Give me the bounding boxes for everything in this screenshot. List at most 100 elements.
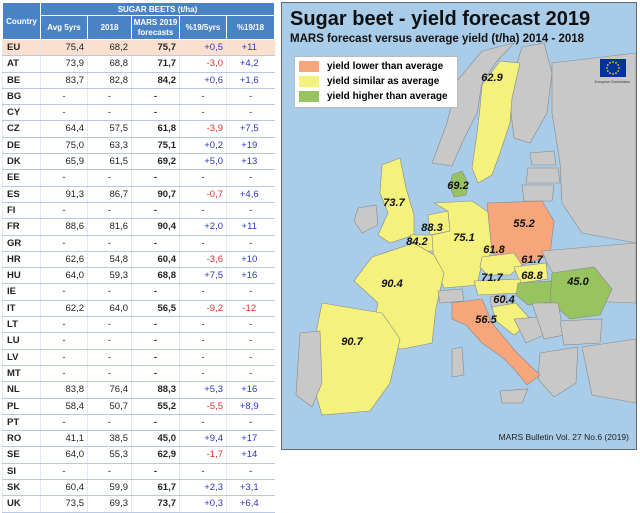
mars-2019-forecast-cell: -: [131, 332, 180, 350]
map-label-it: 56.5: [475, 314, 497, 326]
eu-star-icon: [606, 64, 609, 66]
country-code-cell: HU: [2, 267, 41, 285]
value-2018-cell: -: [87, 88, 132, 106]
country-shape-it: [451, 298, 541, 386]
avg-5yrs-cell: 41,1: [40, 430, 88, 448]
mars-2019-forecast-cell: 61,7: [131, 479, 180, 497]
avg-5yrs-cell: -: [40, 104, 88, 122]
eu-star-icon: [606, 67, 608, 69]
table-row-hr: HR 62,6 54,8 60,4 -3,6 +10: [2, 251, 275, 269]
table-row-fi: FI - - - - -: [2, 202, 275, 220]
value-2018-cell: 64,0: [87, 300, 132, 318]
country-shape-sk: [513, 262, 549, 284]
value-2018-cell: 55,3: [87, 446, 132, 464]
pct-vs-2018-cell: -: [225, 202, 275, 220]
country-shape-lit: [521, 184, 555, 202]
mars-2019-forecast-cell: -: [131, 169, 180, 187]
value-2018-cell: -: [87, 365, 132, 383]
table-row-ee: EE - - - - -: [2, 169, 275, 187]
table-row-si: SI - - - - -: [2, 463, 275, 481]
mars-2019-forecast-cell: 75,1: [131, 137, 180, 155]
pct-vs-5yrs-cell: -: [179, 463, 227, 481]
legend-higher: yield higher than average: [299, 90, 448, 103]
ec-logo-text: European Commission: [594, 80, 630, 84]
country-code-cell: EU: [2, 39, 41, 57]
legend-lower-swatch: [299, 60, 319, 72]
avg-5yrs-cell: 91,3: [40, 186, 88, 203]
country-shape-de: [431, 200, 493, 289]
country-shape-pt: [295, 330, 323, 408]
pct-vs-2018-cell: -: [225, 169, 275, 187]
pct-vs-5yrs-cell: +0,2: [179, 137, 227, 155]
pct-vs-2018-cell: +17: [225, 430, 275, 448]
table-row-hu: HU 64,0 59,3 68,8 +7,5 +16: [2, 267, 275, 285]
country-code-cell: LV: [2, 349, 41, 366]
avg-5yrs-cell: 73,9: [40, 55, 88, 73]
country-code-cell: DE: [2, 137, 41, 155]
legend-similar-label: yield similar as average: [327, 76, 440, 87]
eu-star-icon: [615, 72, 617, 75]
eu-star-icon: [609, 61, 611, 64]
legend-higher-swatch: [299, 90, 319, 102]
country-shape-se: [471, 60, 521, 184]
pct-vs-2018-cell: +4,6: [225, 186, 275, 203]
eu-star-icon: [606, 70, 609, 72]
pct-vs-2018-cell: +11: [225, 39, 275, 57]
mars-2019-forecast-cell: -: [131, 88, 180, 106]
pct-vs-2018-cell: +13: [225, 153, 275, 171]
mars-2019-forecast-cell: 71,7: [131, 55, 180, 73]
pct-vs-5yrs-cell: +9,4: [179, 430, 227, 448]
avg-5yrs-cell: 58,4: [40, 398, 88, 415]
avg-5yrs-cell: 73,5: [40, 495, 88, 513]
map-label-dk: 69.2: [447, 180, 468, 192]
country-code-cell: DK: [2, 153, 41, 171]
country-shape-uk: [377, 157, 415, 244]
value-labels: 62.9 69.2 73.7 88.3 84.2 75.1 55.2 61.8 61.7 71.7…: [341, 72, 589, 348]
avg-5yrs-cell: 64,0: [40, 446, 88, 464]
group-header: SUGAR BEETS (t/ha): [39, 2, 276, 16]
avg-5yrs-cell: 75,4: [40, 39, 88, 57]
map-label-hu: 68.8: [521, 270, 543, 282]
pct-vs-5yrs-cell: -5,5: [179, 398, 227, 415]
avg-5yrs-cell: -: [40, 88, 88, 106]
value-2018-cell: -: [87, 104, 132, 122]
country-code-cell: BE: [2, 72, 41, 89]
col-pct-18-header: %19/18: [225, 15, 276, 40]
value-2018-cell: -: [87, 463, 132, 481]
pct-vs-5yrs-cell: -: [179, 235, 227, 252]
value-2018-cell: 81,6: [87, 218, 132, 236]
eu-star-icon: [615, 61, 617, 64]
avg-5yrs-cell: -: [40, 235, 88, 252]
pct-vs-5yrs-cell: -3,6: [179, 251, 227, 269]
country-code-cell: SE: [2, 446, 41, 464]
col-pct-5yrs-header: %19/5yrs: [179, 15, 227, 40]
pct-vs-2018-cell: +19: [225, 137, 275, 155]
table-row-it: IT 62,2 64,0 56,5 -9,2 -12: [2, 300, 275, 318]
value-2018-cell: 68,8: [87, 55, 132, 73]
map-footer: MARS Bulletin Vol. 27 No.6 (2019): [498, 432, 629, 442]
mars-2019-forecast-cell: -: [131, 365, 180, 383]
sugar-beet-yield-table: Country SUGAR BEETS (t/ha) Avg 5yrs 2018…: [2, 2, 276, 513]
table-row-ro: RO 41,1 38,5 45,0 +9,4 +17: [2, 430, 275, 448]
value-2018-cell: 59,9: [87, 479, 132, 497]
pct-vs-2018-cell: +6,4: [225, 495, 275, 513]
avg-5yrs-cell: 83,7: [40, 72, 88, 89]
pct-vs-2018-cell: -: [225, 463, 275, 481]
pct-vs-2018-cell: +8,9: [225, 398, 275, 415]
mars-2019-forecast-cell: 55,2: [131, 398, 180, 415]
mars-2019-forecast-cell: 75,7: [131, 39, 180, 57]
pct-vs-5yrs-cell: -9,2: [179, 300, 227, 318]
col-avg5-header: Avg 5yrs: [40, 15, 88, 40]
pct-vs-2018-cell: +4,2: [225, 55, 275, 73]
mars-2019-forecast-cell: -: [131, 463, 180, 481]
table-row-bg: BG - - - - -: [2, 88, 275, 106]
mars-2019-forecast-cell: 88,3: [131, 381, 180, 399]
country-shape-dk: [449, 170, 469, 198]
country-code-cell: SK: [2, 479, 41, 497]
value-2018-cell: 59,3: [87, 267, 132, 285]
country-code-cell: BG: [2, 88, 41, 106]
pct-vs-2018-cell: -: [225, 235, 275, 252]
map-label-nl: 88.3: [421, 222, 442, 234]
country-shape-sar: [451, 346, 465, 378]
avg-5yrs-cell: -: [40, 332, 88, 350]
